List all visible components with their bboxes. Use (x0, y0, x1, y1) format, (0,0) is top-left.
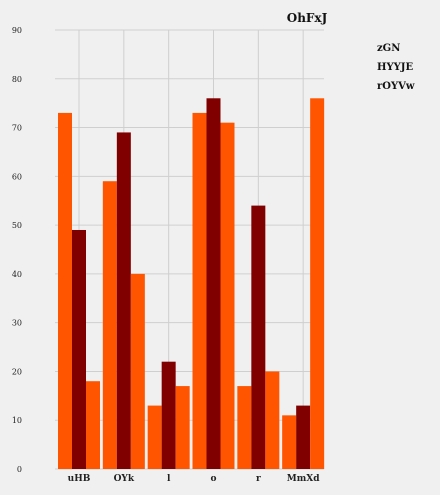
y-tick-label: 60 (12, 172, 22, 181)
y-tick-label: 90 (12, 26, 22, 35)
y-tick-label: 50 (12, 221, 22, 230)
bar-zGN-o (192, 112, 207, 469)
bar-zGN-MmXd (282, 415, 297, 469)
bar-zGN-r (237, 386, 252, 469)
bar-rOYVw-MmXd (310, 98, 325, 470)
x-tick-label: l (167, 474, 171, 484)
y-axis-ticks: 0 10 20 30 40 50 60 70 80 90 (12, 26, 22, 474)
x-tick-label: uHB (68, 474, 91, 484)
x-tick-label: MmXd (287, 474, 320, 484)
bar-HYYJE-r (251, 205, 266, 469)
bar-zGN-l (147, 405, 162, 469)
chart-title: OhFxJ (287, 11, 328, 25)
y-tick-label: 40 (12, 270, 22, 279)
y-tick-label: 0 (17, 465, 22, 474)
y-tick-label: 70 (12, 124, 22, 133)
y-tick-label: 10 (12, 416, 22, 425)
y-tick-label: 80 (12, 75, 22, 84)
bar-rOYVw-r (265, 371, 280, 469)
y-tick-label: 20 (12, 367, 22, 376)
bar-HYYJE-l (161, 361, 176, 469)
bar-rOYVw-o (220, 122, 235, 469)
x-tick-label: OYk (114, 474, 135, 484)
bar-rOYVw-l (175, 386, 190, 469)
bars (58, 98, 325, 470)
bar-rOYVw-OYk (130, 273, 145, 469)
bar-HYYJE-uHB (72, 229, 86, 469)
x-tick-label: o (210, 474, 216, 484)
legend-entry-rOYVw: rOYVw (377, 81, 415, 92)
bar-HYYJE-MmXd (296, 405, 311, 469)
x-tick-label: r (256, 474, 261, 484)
y-tick-label: 30 (12, 319, 22, 328)
legend-entry-zGN: zGN (377, 43, 400, 54)
bar-HYYJE-o (206, 98, 221, 470)
bar-HYYJE-OYk (116, 132, 131, 469)
legend-entry-HYYJE: HYYJE (377, 62, 413, 73)
bar-rOYVw-uHB (86, 381, 100, 469)
bar-zGN-uHB (58, 112, 72, 469)
bar-zGN-OYk (102, 181, 117, 469)
legend: zGN HYYJE rOYVw (377, 43, 415, 92)
x-axis-ticks: uHB OYk l o r MmXd (68, 474, 321, 484)
